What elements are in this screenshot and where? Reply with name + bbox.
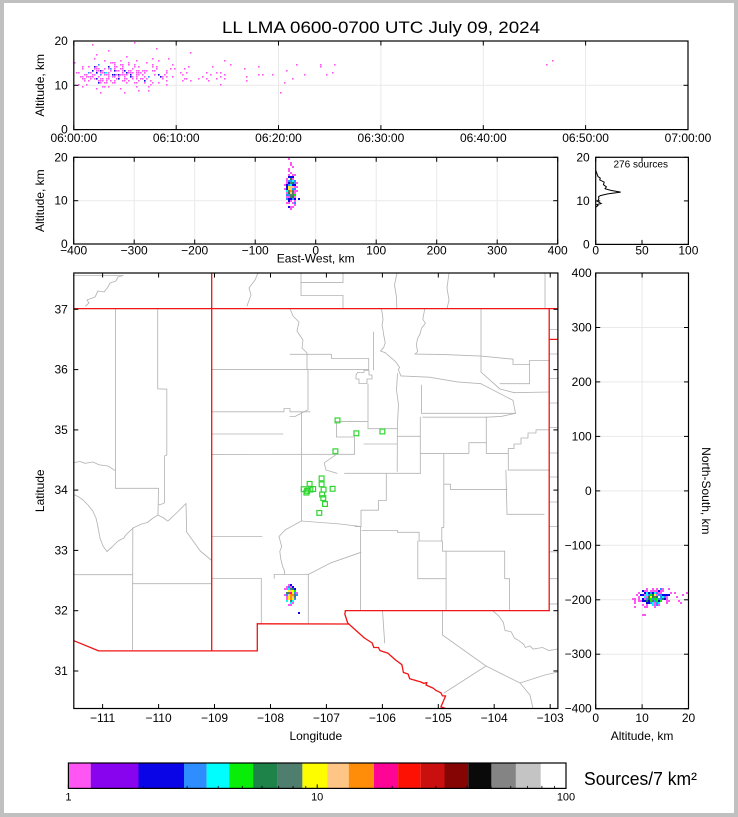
svg-text:East-West, km: East-West, km bbox=[277, 252, 355, 266]
svg-text:North-South, km: North-South, km bbox=[699, 447, 713, 534]
svg-text:10: 10 bbox=[54, 194, 68, 208]
svg-text:−100: −100 bbox=[242, 244, 269, 258]
svg-text:35: 35 bbox=[54, 423, 68, 437]
svg-text:06:10:00: 06:10:00 bbox=[153, 131, 200, 145]
svg-text:200: 200 bbox=[427, 244, 447, 258]
svg-text:−200: −200 bbox=[181, 244, 208, 258]
svg-text:06:50:00: 06:50:00 bbox=[562, 131, 609, 145]
svg-text:100: 100 bbox=[366, 244, 386, 258]
svg-text:Altitude, km: Altitude, km bbox=[33, 169, 47, 232]
svg-text:0: 0 bbox=[585, 484, 592, 498]
svg-text:400: 400 bbox=[548, 244, 568, 258]
svg-text:−109: −109 bbox=[201, 711, 228, 725]
svg-text:−105: −105 bbox=[425, 711, 452, 725]
svg-text:32: 32 bbox=[54, 604, 68, 618]
svg-text:Latitude: Latitude bbox=[33, 469, 47, 512]
svg-text:−103: −103 bbox=[537, 711, 564, 725]
svg-text:34: 34 bbox=[54, 483, 68, 497]
svg-text:100: 100 bbox=[678, 244, 698, 258]
svg-text:−400: −400 bbox=[60, 244, 87, 258]
svg-text:10: 10 bbox=[635, 711, 649, 725]
svg-text:07:00:00: 07:00:00 bbox=[665, 131, 712, 145]
svg-text:300: 300 bbox=[572, 321, 592, 335]
svg-text:Altitude, km: Altitude, km bbox=[611, 729, 674, 743]
svg-text:06:30:00: 06:30:00 bbox=[358, 131, 405, 145]
svg-text:Longitude: Longitude bbox=[289, 729, 342, 743]
svg-text:10: 10 bbox=[311, 792, 323, 804]
svg-text:06:00:00: 06:00:00 bbox=[50, 131, 97, 145]
svg-text:0: 0 bbox=[592, 711, 599, 725]
svg-text:LL LMA 0600-0700 UTC July 09,: LL LMA 0600-0700 UTC July 09, 2024 bbox=[222, 19, 540, 37]
svg-text:−200: −200 bbox=[565, 593, 592, 607]
svg-text:31: 31 bbox=[54, 664, 68, 678]
svg-text:06:20:00: 06:20:00 bbox=[255, 131, 302, 145]
svg-text:−400: −400 bbox=[565, 702, 592, 716]
svg-text:−104: −104 bbox=[481, 711, 508, 725]
svg-text:−107: −107 bbox=[313, 711, 340, 725]
svg-text:−111: −111 bbox=[90, 711, 116, 725]
svg-text:0: 0 bbox=[583, 237, 590, 251]
svg-text:−106: −106 bbox=[369, 711, 396, 725]
svg-text:−110: −110 bbox=[146, 711, 172, 725]
svg-text:06:40:00: 06:40:00 bbox=[460, 131, 507, 145]
svg-text:200: 200 bbox=[572, 375, 592, 389]
svg-text:400: 400 bbox=[572, 266, 592, 280]
svg-text:0: 0 bbox=[61, 123, 68, 137]
svg-text:0: 0 bbox=[592, 244, 599, 258]
svg-text:33: 33 bbox=[54, 543, 68, 557]
svg-text:276 sources: 276 sources bbox=[614, 159, 668, 170]
svg-text:−108: −108 bbox=[257, 711, 284, 725]
svg-text:100: 100 bbox=[572, 429, 592, 443]
svg-text:20: 20 bbox=[576, 150, 590, 164]
svg-text:0: 0 bbox=[61, 237, 68, 251]
svg-text:−300: −300 bbox=[121, 244, 148, 258]
svg-text:1: 1 bbox=[65, 792, 71, 804]
svg-text:37: 37 bbox=[54, 302, 68, 316]
svg-text:−300: −300 bbox=[565, 647, 592, 661]
svg-text:36: 36 bbox=[54, 363, 68, 377]
svg-text:100: 100 bbox=[557, 792, 575, 804]
svg-text:50: 50 bbox=[635, 244, 649, 258]
svg-text:Sources/7 km²: Sources/7 km² bbox=[584, 769, 697, 789]
svg-text:300: 300 bbox=[487, 244, 507, 258]
svg-text:0: 0 bbox=[312, 244, 319, 258]
svg-text:20: 20 bbox=[682, 711, 696, 725]
svg-text:−100: −100 bbox=[565, 538, 592, 552]
svg-text:20: 20 bbox=[54, 150, 68, 164]
svg-text:20: 20 bbox=[54, 34, 68, 48]
svg-text:10: 10 bbox=[576, 194, 590, 208]
svg-text:Altitude, km: Altitude, km bbox=[33, 54, 47, 117]
svg-text:10: 10 bbox=[54, 78, 68, 92]
